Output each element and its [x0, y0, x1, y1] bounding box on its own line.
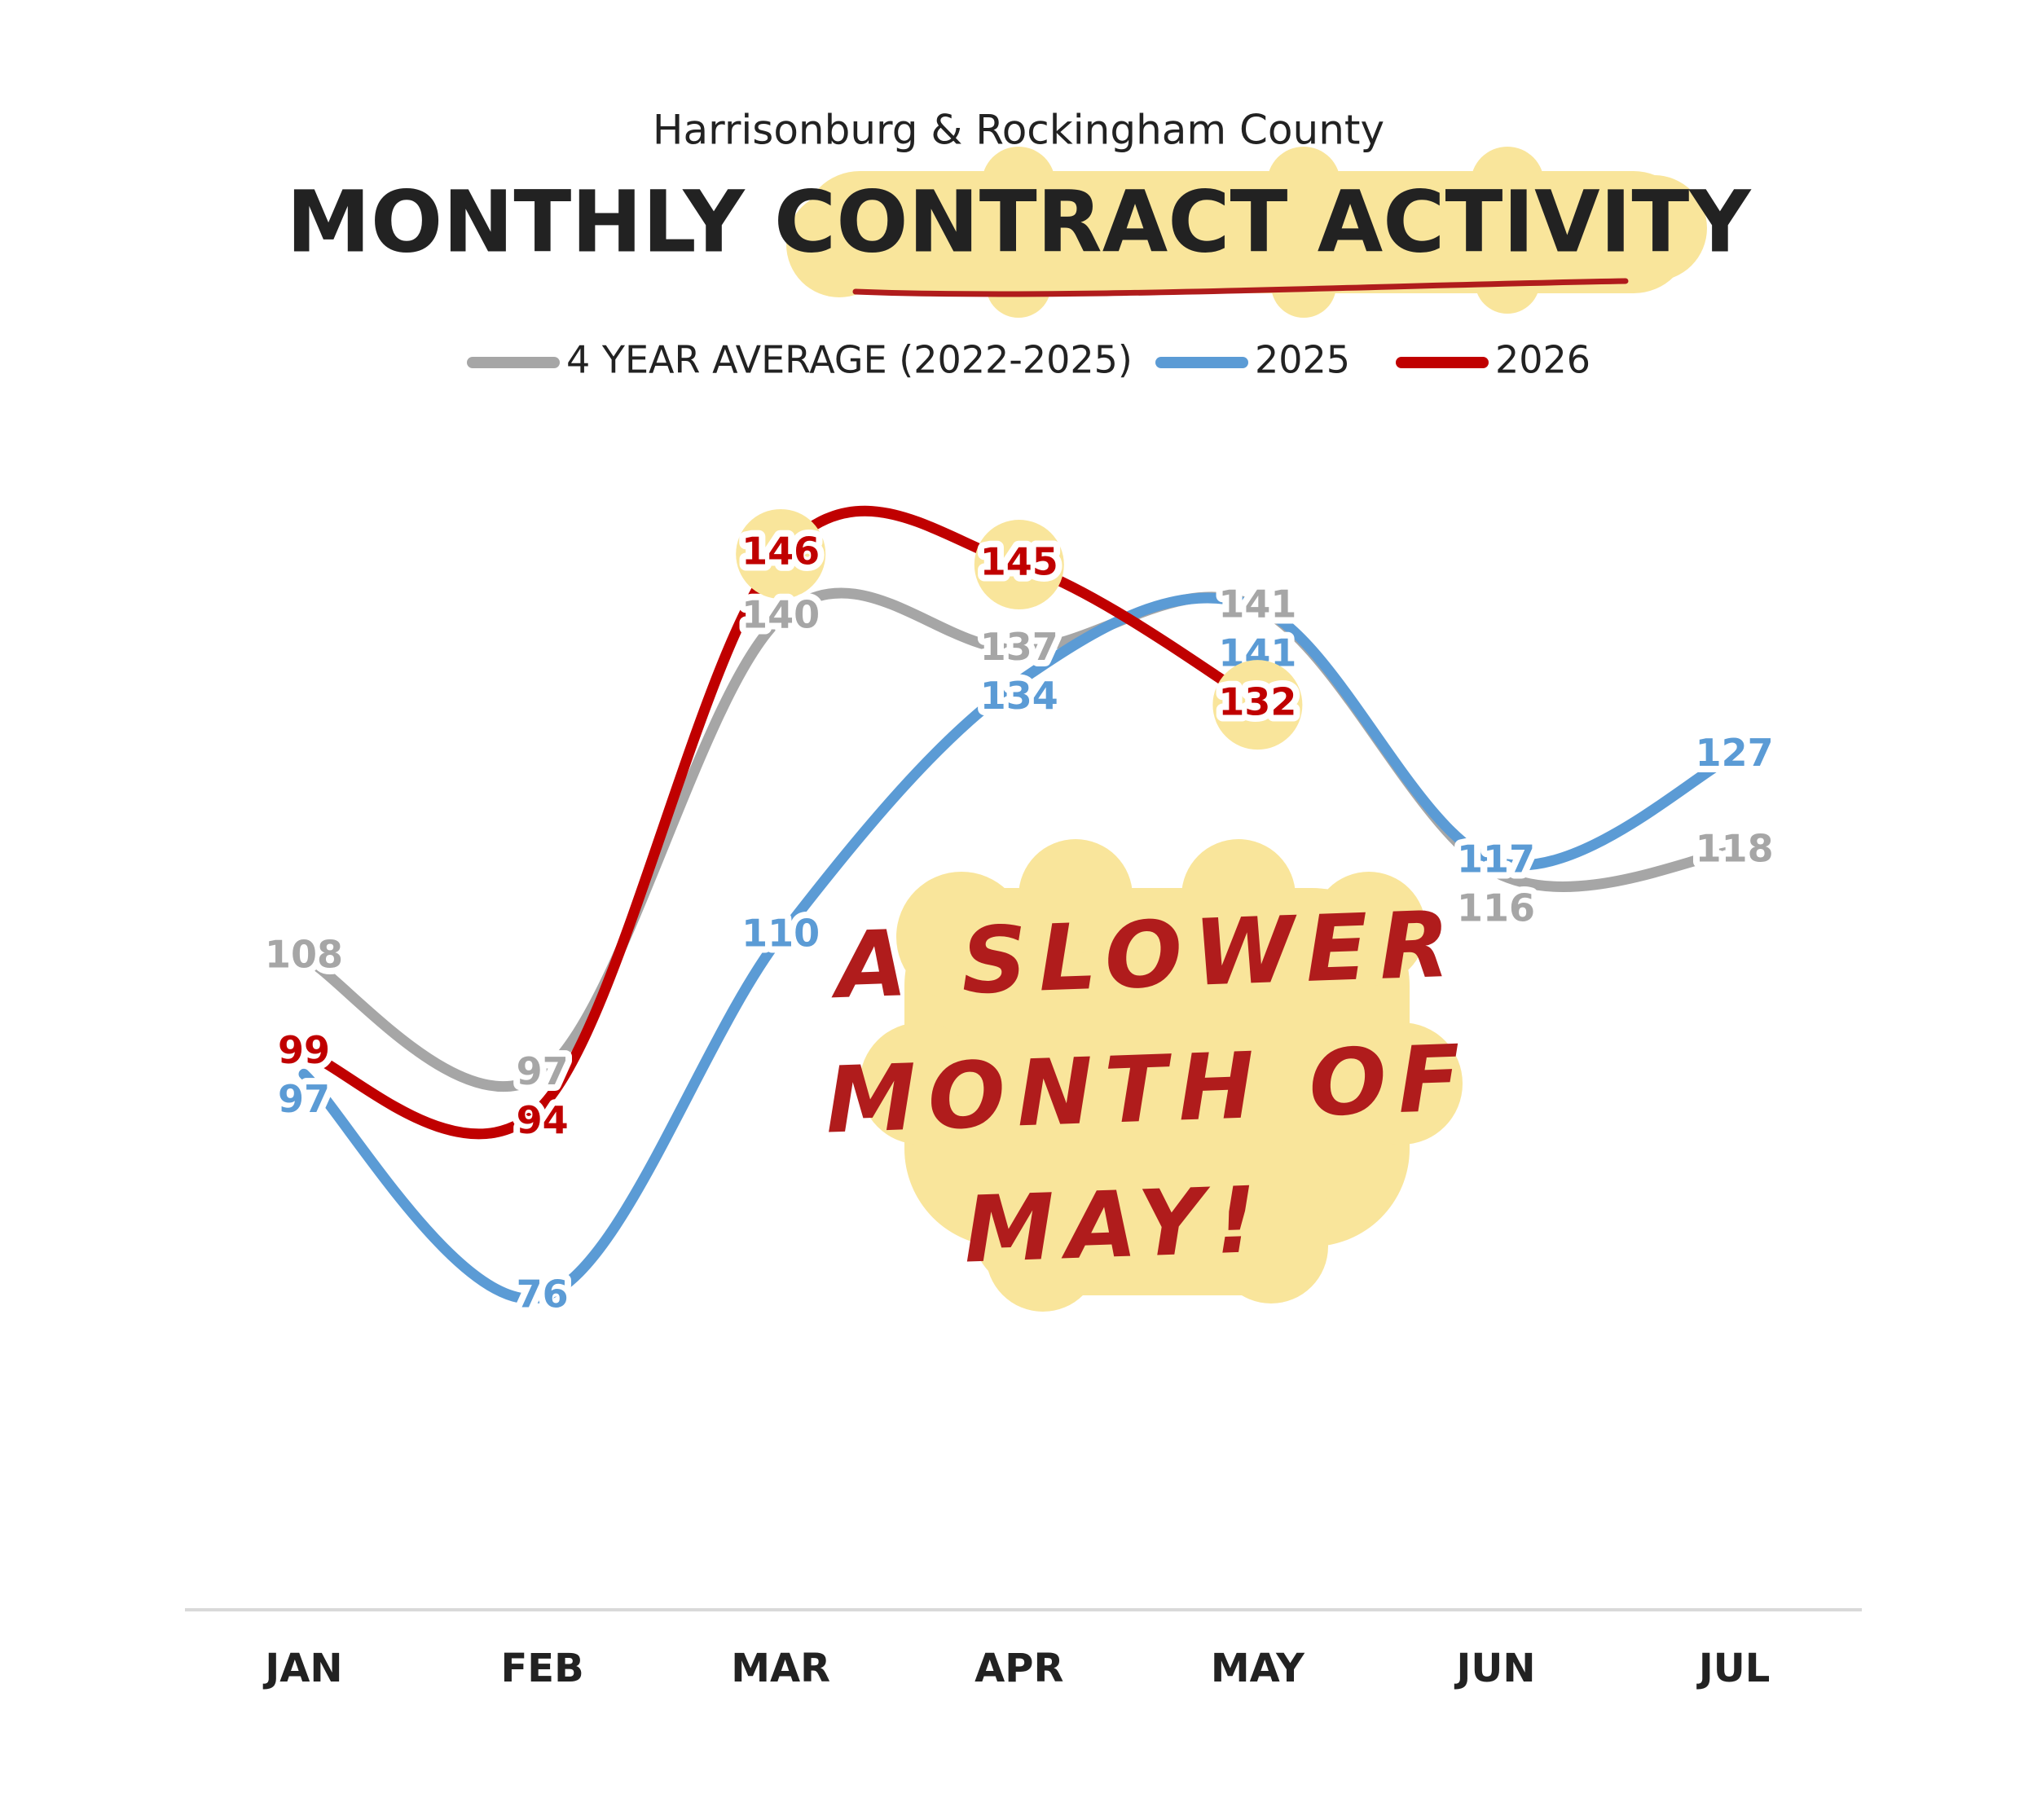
series-line — [298, 505, 1263, 1140]
legend-label: 4 YEAR AVERAGE (2022-2025) — [566, 338, 1133, 382]
annotation-line: A SLOWER — [828, 891, 1463, 1019]
data-label: 97 — [517, 1049, 569, 1093]
data-label: 140 — [741, 593, 820, 637]
data-label: 97 — [278, 1077, 330, 1121]
data-label: 145 — [980, 540, 1058, 584]
annotation-line: MAY! — [962, 1167, 1270, 1284]
annotation-line: MONTH OF — [824, 1026, 1473, 1154]
title-underline — [852, 278, 1629, 297]
data-label: 137 — [980, 625, 1058, 669]
label-highlight — [1212, 660, 1303, 750]
label-highlight — [974, 520, 1064, 610]
data-label: 110 — [741, 912, 820, 956]
chart-subtitle: Harrisonburg & Rockingham County — [653, 107, 1384, 154]
x-tick-label: MAY — [1211, 1646, 1305, 1691]
data-label: 116 — [1457, 886, 1535, 930]
x-tick-label: JAN — [262, 1646, 342, 1691]
data-label: 132 — [1218, 680, 1296, 724]
data-label: 76 — [517, 1273, 569, 1317]
data-label: 117 — [1457, 837, 1535, 881]
x-tick-label: JUN — [1454, 1646, 1535, 1691]
legend-label: 2026 — [1495, 338, 1590, 382]
data-label: 99 — [278, 1028, 330, 1072]
label-highlight — [736, 509, 826, 599]
data-label: 146 — [741, 530, 820, 574]
data-label: 94 — [517, 1098, 569, 1142]
x-tick-label: APR — [975, 1646, 1063, 1691]
x-tick-label: FEB — [501, 1646, 584, 1691]
data-label: 141 — [1218, 582, 1296, 626]
data-label: 108 — [265, 933, 343, 977]
series-line — [298, 592, 1740, 1304]
chart-title: MONTHLY CONTRACT ACTIVITY — [286, 172, 1752, 271]
annotation-bubble — [860, 839, 1463, 1312]
x-tick-label: MAR — [731, 1646, 830, 1691]
data-label: 127 — [1696, 731, 1774, 775]
x-tick-label: JUL — [1696, 1646, 1770, 1691]
series-line — [298, 587, 1740, 1092]
legend-label: 2025 — [1255, 338, 1350, 382]
data-label: 134 — [980, 674, 1058, 718]
data-label: 118 — [1696, 826, 1774, 870]
